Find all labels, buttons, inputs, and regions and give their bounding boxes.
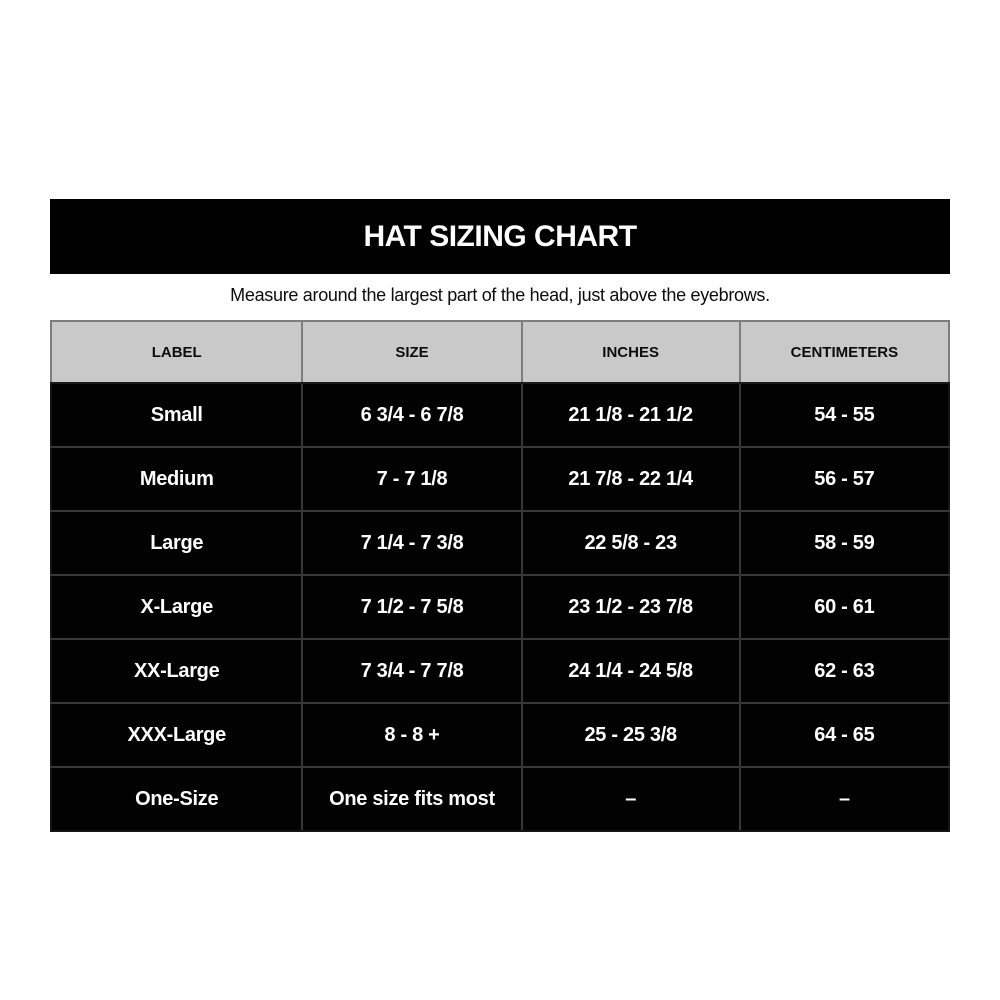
cell-size: One size fits most — [301, 766, 523, 832]
cell-label: One-Size — [49, 766, 304, 832]
cell-centimeters: 64 - 65 — [738, 702, 951, 768]
cell-size: 7 1/4 - 7 3/8 — [301, 510, 523, 576]
cell-centimeters: 62 - 63 — [738, 638, 951, 704]
cell-size: 7 1/2 - 7 5/8 — [301, 574, 523, 640]
cell-label: XX-Large — [49, 638, 304, 704]
cell-label: Large — [49, 510, 304, 576]
column-header-centimeters: CENTIMETERS — [738, 320, 951, 384]
size-table: LABEL SIZE INCHES CENTIMETERS Small 6 3/… — [49, 320, 951, 832]
cell-centimeters: 54 - 55 — [738, 382, 951, 448]
cell-label: X-Large — [49, 574, 304, 640]
cell-inches: 23 1/2 - 23 7/8 — [520, 574, 741, 640]
table-row-medium: Medium 7 - 7 1/8 21 7/8 - 22 1/4 56 - 57 — [49, 446, 951, 512]
cell-inches: 25 - 25 3/8 — [520, 702, 741, 768]
cell-label: Medium — [49, 446, 304, 512]
cell-size: 8 - 8 + — [301, 702, 523, 768]
hat-sizing-chart: HAT SIZING CHART Measure around the larg… — [49, 0, 951, 832]
cell-centimeters: 58 - 59 — [738, 510, 951, 576]
cell-size: 7 3/4 - 7 7/8 — [301, 638, 523, 704]
column-header-size: SIZE — [301, 320, 523, 384]
column-header-inches: INCHES — [520, 320, 741, 384]
cell-size: 7 - 7 1/8 — [301, 446, 523, 512]
cell-centimeters: – — [738, 766, 951, 832]
cell-inches: 21 7/8 - 22 1/4 — [520, 446, 741, 512]
table-row-xx-large: XX-Large 7 3/4 - 7 7/8 24 1/4 - 24 5/8 6… — [49, 638, 951, 704]
cell-label: XXX-Large — [49, 702, 304, 768]
cell-centimeters: 60 - 61 — [738, 574, 951, 640]
cell-inches: 21 1/8 - 21 1/2 — [520, 382, 741, 448]
title-banner: HAT SIZING CHART — [50, 199, 950, 274]
table-header-row: LABEL SIZE INCHES CENTIMETERS — [49, 320, 951, 384]
table-row-small: Small 6 3/4 - 6 7/8 21 1/8 - 21 1/2 54 -… — [49, 382, 951, 448]
page-title: HAT SIZING CHART — [363, 219, 637, 253]
table-row-one-size: One-Size One size fits most – – — [49, 766, 951, 832]
cell-inches: 22 5/8 - 23 — [520, 510, 741, 576]
cell-size: 6 3/4 - 6 7/8 — [301, 382, 523, 448]
measurement-instruction: Measure around the largest part of the h… — [230, 285, 770, 305]
table-row-x-large: X-Large 7 1/2 - 7 5/8 23 1/2 - 23 7/8 60… — [49, 574, 951, 640]
cell-inches: – — [520, 766, 741, 832]
table-row-large: Large 7 1/4 - 7 3/8 22 5/8 - 23 58 - 59 — [49, 510, 951, 576]
table-row-xxx-large: XXX-Large 8 - 8 + 25 - 25 3/8 64 - 65 — [49, 702, 951, 768]
cell-inches: 24 1/4 - 24 5/8 — [520, 638, 741, 704]
cell-label: Small — [49, 382, 304, 448]
column-header-label: LABEL — [49, 320, 304, 384]
cell-centimeters: 56 - 57 — [738, 446, 951, 512]
